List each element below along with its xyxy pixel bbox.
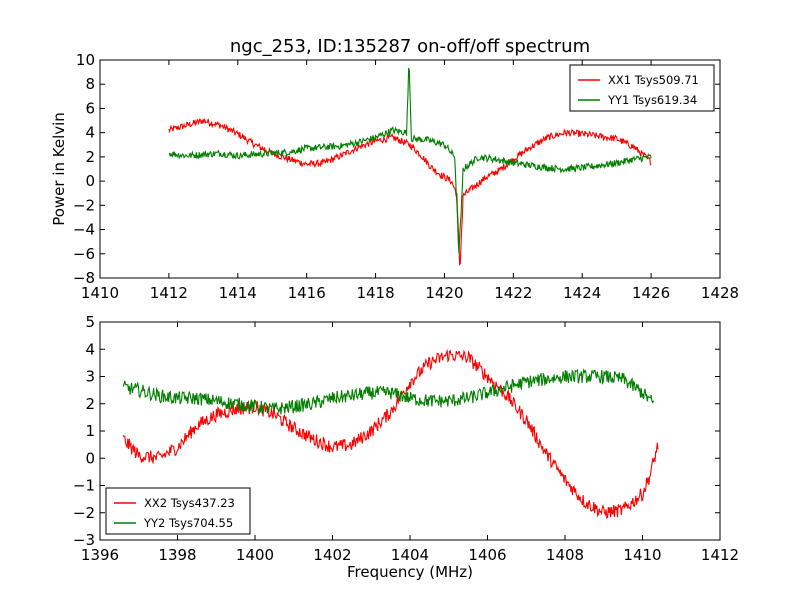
- legend-box: [105, 487, 251, 535]
- x-tick-label: 1422: [494, 284, 532, 302]
- x-tick-label: 1400: [236, 546, 274, 564]
- x-tick-label: 1418: [356, 284, 394, 302]
- y-tick-label: −4: [73, 221, 95, 239]
- legend-label: XX2 Tsys437.23: [144, 496, 235, 510]
- legend: XX2 Tsys437.23 YY2 Tsys704.55: [105, 487, 251, 535]
- bottom-plot: 1396 1398 1400 1402 1404 1406 1408 1410 1412−3−2…: [73, 313, 739, 564]
- x-tick-label: 1424: [563, 284, 601, 302]
- y-tick-label: 4: [85, 124, 95, 142]
- series-line-bottom-2: [122, 368, 655, 415]
- x-tick-label: 1426: [632, 284, 670, 302]
- x-tick-label: 1412: [701, 546, 739, 564]
- y-tick-label: −6: [73, 245, 95, 263]
- legend-label: YY1 Tsys619.34: [607, 93, 697, 107]
- x-tick-label: 1398: [158, 546, 196, 564]
- series-line-bottom-1: [122, 348, 659, 519]
- x-tick-label: 1414: [219, 284, 257, 302]
- y-axis-label: Power in Kelvin: [50, 112, 68, 226]
- y-tick-label: 4: [85, 340, 95, 358]
- y-tick-label: 0: [85, 172, 95, 190]
- x-tick-label: 1404: [391, 546, 429, 564]
- y-tick-label: 10: [76, 51, 95, 69]
- legend-label: YY2 Tsys704.55: [143, 516, 233, 530]
- y-tick-label: 8: [85, 75, 95, 93]
- y-tick-label: −1: [73, 477, 95, 495]
- series-line-top-1: [168, 117, 652, 266]
- x-tick-label: 1410: [623, 546, 661, 564]
- y-tick-label: 2: [85, 148, 95, 166]
- y-tick-label: 5: [85, 313, 95, 331]
- x-tick-label: 1428: [701, 284, 739, 302]
- x-tick-label: 1406: [468, 546, 506, 564]
- y-tick-label: −3: [73, 531, 95, 549]
- y-tick-label: 2: [85, 395, 95, 413]
- chart-title: ngc_253, ID:135287 on-off/off spectrum: [230, 36, 590, 57]
- x-tick-label: 1412: [150, 284, 188, 302]
- x-tick-label: 1410: [81, 284, 119, 302]
- x-tick-label: 1416: [288, 284, 326, 302]
- x-tick-label: 1396: [81, 546, 119, 564]
- plot-frame: [99, 59, 721, 279]
- x-tick-label: 1420: [425, 284, 463, 302]
- y-tick-label: 6: [85, 99, 95, 117]
- series-line-top-2: [168, 67, 652, 254]
- x-tick-label: 1408: [546, 546, 584, 564]
- y-tick-label: 0: [85, 449, 95, 467]
- x-tick-label: 1402: [313, 546, 351, 564]
- x-axis-label: Frequency (MHz): [347, 563, 473, 581]
- y-tick-label: 1: [85, 422, 95, 440]
- y-tick-label: −8: [73, 269, 95, 287]
- y-tick-label: 3: [85, 368, 95, 386]
- legend: XX1 Tsys509.71 YY1 Tsys619.34: [569, 64, 715, 112]
- legend-label: XX1 Tsys509.71: [608, 73, 699, 87]
- y-tick-label: −2: [73, 504, 95, 522]
- y-tick-label: −2: [73, 196, 95, 214]
- top-plot: 1410 1412 1414 1416 1418 1420 1422 1424 1426 1428…: [73, 51, 739, 302]
- legend-box: [569, 64, 715, 112]
